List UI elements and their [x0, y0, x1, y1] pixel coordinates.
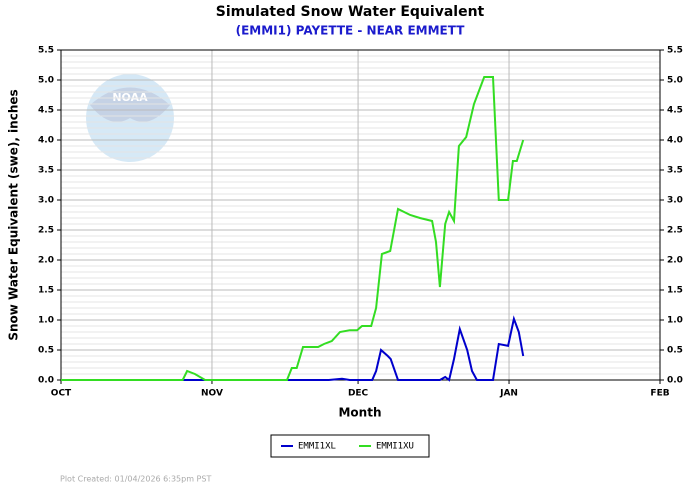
series-line: [61, 76, 525, 381]
y-tick-label: 2.0: [38, 256, 54, 266]
y2-tick-label: 5.5: [667, 46, 683, 56]
y-tick-label: 1.5: [38, 286, 54, 296]
x-tick-label: NOV: [201, 389, 223, 399]
footer: Plot Created: 01/04/2026 6:35pm PST: [60, 475, 211, 484]
y2-tick-label: 3.5: [667, 166, 683, 176]
y2-tick-label: 0.0: [667, 376, 683, 386]
x-tick-label: JAN: [499, 389, 518, 399]
x-tick-label: FEB: [650, 389, 669, 399]
x-tick-label: DEC: [348, 389, 369, 399]
y-tick-label: 5.0: [38, 76, 54, 86]
y2-tick-label: 0.5: [667, 346, 683, 356]
y-tick-label: 3.0: [38, 196, 54, 206]
y-tick-label: 4.5: [38, 106, 54, 116]
y2-tick-label: 5.0: [667, 76, 683, 86]
y-tick-label: 4.0: [38, 136, 54, 146]
x-axis-label: Month: [338, 406, 381, 420]
y-tick-label: 5.5: [38, 46, 54, 56]
chart-title: Simulated Snow Water Equivalent: [216, 4, 485, 20]
x-tick-label: OCT: [51, 389, 72, 399]
y2-tick-label: 2.0: [667, 256, 683, 266]
y-tick-label: 3.5: [38, 166, 54, 176]
legend-label: EMMI1XU: [376, 442, 414, 452]
chart-subtitle: (EMMI1) PAYETTE - NEAR EMMETT: [236, 24, 466, 38]
y-tick-label: 0.0: [38, 376, 54, 386]
legend-label: EMMI1XL: [298, 442, 336, 452]
logo-bird: [90, 87, 170, 122]
y-tick-label: 1.0: [38, 316, 54, 326]
y-tick-label: 2.5: [38, 226, 54, 236]
logo: NOAA: [86, 74, 174, 162]
series-line: [61, 315, 525, 382]
y2-tick-label: 1.0: [667, 316, 683, 326]
y2-tick-label: 1.5: [667, 286, 683, 296]
y-axis-label: Snow Water Equivalent (swe), inches: [7, 89, 21, 340]
y2-tick-label: 4.5: [667, 106, 683, 116]
y2-tick-label: 3.0: [667, 196, 683, 206]
y-tick-label: 0.5: [38, 346, 54, 356]
legend-box: [270, 434, 430, 458]
y2-tick-label: 2.5: [667, 226, 683, 236]
y2-tick-label: 4.0: [667, 136, 683, 146]
